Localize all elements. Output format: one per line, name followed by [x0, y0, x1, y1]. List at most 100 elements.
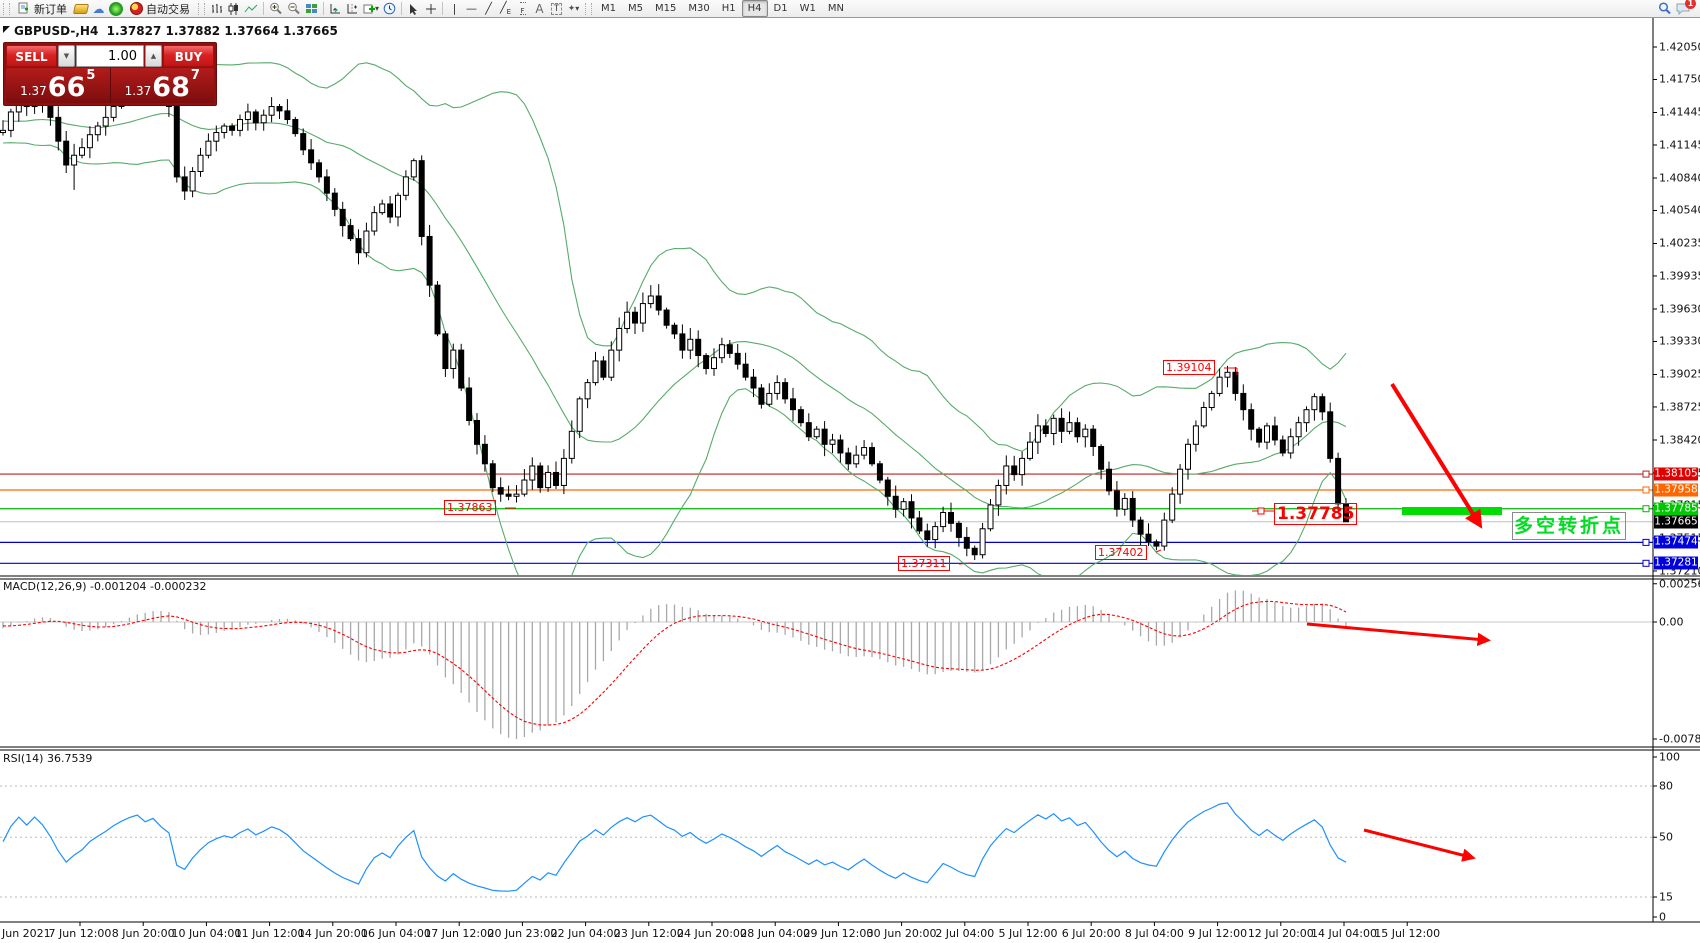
candle [1256, 426, 1263, 448]
candle [932, 521, 939, 549]
date-label: 17 Jun 12:00 [424, 927, 495, 940]
rsi-pane[interactable] [0, 750, 1653, 922]
line-handle[interactable] [1642, 505, 1650, 513]
price-tick-label: 1.41445 [1659, 105, 1700, 119]
crosshair-tool-button[interactable] [422, 1, 439, 16]
text-tool[interactable]: A [531, 1, 548, 16]
support-highlight-bar[interactable] [1402, 507, 1502, 515]
timeframe-h4[interactable]: H4 [741, 0, 768, 17]
candle [1121, 493, 1128, 516]
bar-chart-button[interactable] [208, 1, 225, 16]
price-annotation[interactable]: 1.37785 [1274, 503, 1358, 525]
cloud-tool-button[interactable]: ☁ [90, 1, 107, 16]
volume-increase-button[interactable]: ▲ [145, 45, 162, 67]
zoom-in-icon [270, 2, 282, 15]
turning-point-annotation[interactable]: 多空转折点 [1512, 512, 1626, 540]
trend-arrow[interactable] [1363, 828, 1476, 862]
candle [339, 201, 346, 237]
buy-price-display[interactable]: 1.37 68 7 [111, 68, 215, 103]
tile-windows-button[interactable] [303, 1, 320, 16]
price-tick-label: 1.39330 [1659, 334, 1700, 348]
candle [7, 108, 14, 138]
macd-pane[interactable] [0, 579, 1653, 746]
notifications-button[interactable]: 1 [1674, 0, 1696, 16]
candle [395, 192, 401, 227]
trend-arrow[interactable] [1306, 622, 1491, 647]
chart-ohlc-header: GBPUSD-,H4 1.37827 1.37882 1.37664 1.376… [14, 24, 338, 38]
candle [1034, 414, 1041, 455]
line-handle[interactable] [1642, 559, 1650, 567]
trend-arrow[interactable] [1390, 382, 1483, 529]
timeframe-d1[interactable]: D1 [773, 3, 788, 14]
price-annotation[interactable]: 1.37402 [1095, 545, 1147, 560]
candle [695, 330, 702, 368]
main-chart-pane[interactable] [0, 17, 1653, 576]
horizontal-line-tool[interactable]: — [463, 1, 480, 16]
candle [545, 465, 552, 492]
candle [679, 324, 686, 359]
timeframe-m30[interactable]: M30 [688, 3, 710, 14]
candle [639, 292, 646, 332]
timeframe-m15[interactable]: M15 [655, 3, 677, 14]
fibonacci-tool[interactable]: F [514, 1, 531, 16]
one-click-trading-panel: SELL ▼ ▲ BUY 1.37 66 5 1.37 68 7 [3, 42, 217, 106]
toolbar-grip[interactable] [3, 2, 10, 15]
candle [418, 155, 425, 246]
line-handle[interactable] [1642, 538, 1650, 546]
shapes-tool[interactable]: ✦ ▾ [565, 1, 582, 16]
price-annotation[interactable]: 1.37311 [898, 556, 950, 571]
toolbar-grip[interactable] [585, 2, 593, 15]
zoom-out-button[interactable] [285, 1, 303, 16]
candle [560, 449, 567, 495]
line-chart-button[interactable] [242, 1, 260, 16]
price-tag: 1.37665 [1654, 515, 1698, 529]
channel-tool[interactable]: ╱E [497, 1, 514, 16]
vertical-line-tool[interactable]: | [446, 1, 463, 16]
volume-decrease-button[interactable]: ▼ [58, 45, 75, 67]
candle [71, 143, 78, 190]
search-button[interactable] [1656, 1, 1674, 16]
auto-scroll-button[interactable] [327, 1, 344, 16]
text-label-tool[interactable]: T [548, 1, 565, 16]
date-label: 14 Jun 20:00 [297, 927, 368, 940]
candle [0, 120, 6, 136]
new-order-button[interactable]: 新订单 [13, 1, 72, 16]
candle [229, 123, 236, 136]
candle [252, 109, 259, 131]
timeframe-m1[interactable]: M1 [601, 3, 617, 14]
chart-shift-button[interactable] [344, 1, 361, 16]
candle [1224, 365, 1231, 388]
timeframe-mn[interactable]: MN [827, 3, 844, 14]
sell-button[interactable]: SELL [6, 45, 57, 67]
candle [1066, 411, 1073, 435]
sell-price-display[interactable]: 1.37 66 5 [6, 68, 110, 103]
line-handle[interactable] [1642, 486, 1650, 494]
timeframe-h1[interactable]: H1 [721, 3, 736, 14]
indicator-plus-icon [363, 4, 375, 13]
date-label: 16 Jun 04:00 [361, 927, 431, 940]
candle [750, 368, 757, 398]
callout-handle[interactable] [1257, 507, 1265, 515]
candle [995, 479, 1002, 516]
autotrade-button[interactable]: 自动交易 [125, 1, 195, 16]
signal-tool-button[interactable] [107, 1, 125, 16]
timeframe-w1[interactable]: W1 [799, 3, 816, 14]
price-annotation[interactable]: 1.37863 [444, 500, 496, 515]
candle-chart-button[interactable] [225, 1, 242, 16]
line-handle[interactable] [1642, 470, 1650, 478]
add-indicator-button[interactable]: ▾ [361, 1, 381, 16]
buy-button[interactable]: BUY [163, 45, 214, 67]
price-annotation[interactable]: 1.39104 [1163, 360, 1215, 375]
timeframe-m5[interactable]: M5 [628, 3, 644, 14]
toolbar-grip[interactable] [198, 2, 205, 15]
zoom-in-button[interactable] [267, 1, 285, 16]
gold-tool-button[interactable] [72, 1, 90, 16]
bar-chart-icon [212, 3, 222, 13]
trendline-tool[interactable]: ╱ [480, 1, 497, 16]
main-toolbar: 新订单 ☁ 自动交易 ▾ | — ╱ ╱E F A T ✦ ▾ M1 [0, 0, 1700, 18]
period-clock-button[interactable] [381, 1, 398, 16]
volume-input[interactable] [76, 45, 144, 67]
date-label: 14 Jul 04:00 [1311, 927, 1377, 940]
cursor-tool-button[interactable] [405, 1, 422, 16]
